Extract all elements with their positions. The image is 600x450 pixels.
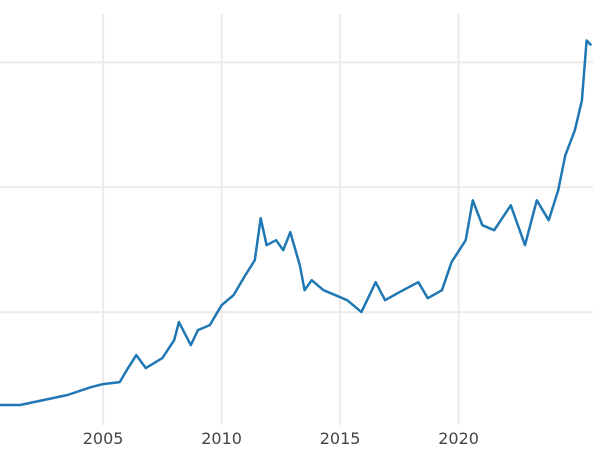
- x-tick-label: 2020: [438, 429, 479, 448]
- price-line: [0, 39, 593, 407]
- x-tick-label: 2010: [201, 429, 242, 448]
- x-tick-label: 2015: [320, 429, 361, 448]
- x-tick-label: 2005: [83, 429, 124, 448]
